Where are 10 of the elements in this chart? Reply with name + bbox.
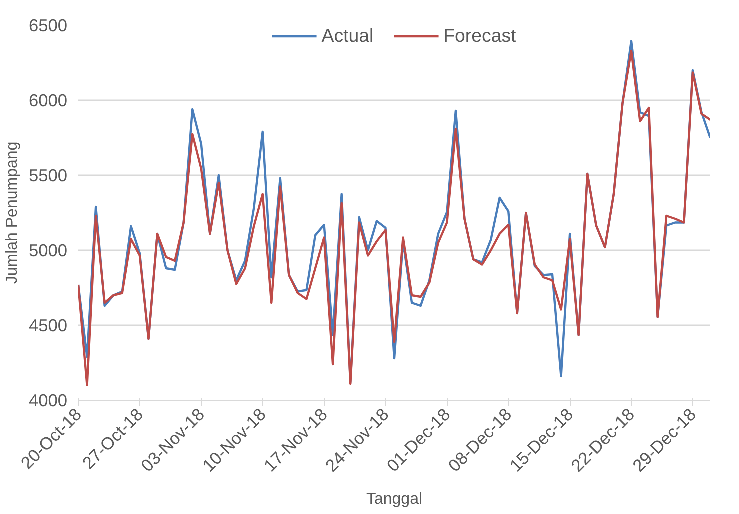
y-tick-label: 5000 [28, 240, 68, 260]
x-axis-title: Tanggal [366, 490, 423, 508]
y-tick-label: 6000 [28, 90, 68, 110]
legend-label: Forecast [444, 25, 516, 47]
y-tick-label: 4500 [28, 316, 68, 336]
y-tick-label: 5500 [28, 166, 68, 186]
y-tick-label: 6500 [28, 16, 68, 36]
y-tick-label: 4000 [28, 390, 68, 410]
y-axis-title: Jumlah Penumpang [4, 142, 21, 284]
legend-label: Actual [322, 25, 374, 47]
